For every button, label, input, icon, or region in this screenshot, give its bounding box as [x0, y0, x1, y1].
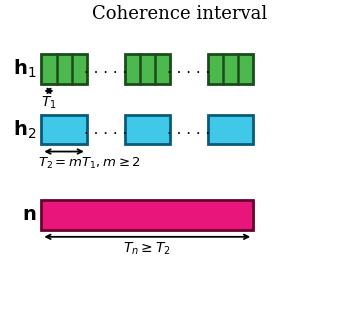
Bar: [208, 54, 253, 84]
Bar: [125, 54, 170, 84]
Bar: [125, 115, 170, 144]
Text: . . . . .: . . . . .: [167, 62, 211, 76]
Text: $\mathbf{h}_2$: $\mathbf{h}_2$: [13, 118, 36, 141]
Bar: [41, 54, 87, 84]
Text: . . . . .: . . . . .: [84, 123, 127, 136]
Text: . . . . .: . . . . .: [84, 62, 127, 76]
Text: $\mathbf{n}$: $\mathbf{n}$: [22, 206, 36, 224]
Bar: [41, 200, 253, 230]
Bar: [41, 115, 87, 144]
Text: $T_2 = mT_1, m \geq 2$: $T_2 = mT_1, m \geq 2$: [38, 155, 141, 171]
Text: $\mathbf{h}_1$: $\mathbf{h}_1$: [13, 58, 36, 80]
Text: Coherence interval: Coherence interval: [93, 5, 267, 23]
Bar: [208, 115, 253, 144]
Text: . . . . .: . . . . .: [167, 123, 211, 136]
Text: $T_1$: $T_1$: [41, 95, 57, 111]
Text: $T_n \geq T_2$: $T_n \geq T_2$: [123, 241, 171, 257]
